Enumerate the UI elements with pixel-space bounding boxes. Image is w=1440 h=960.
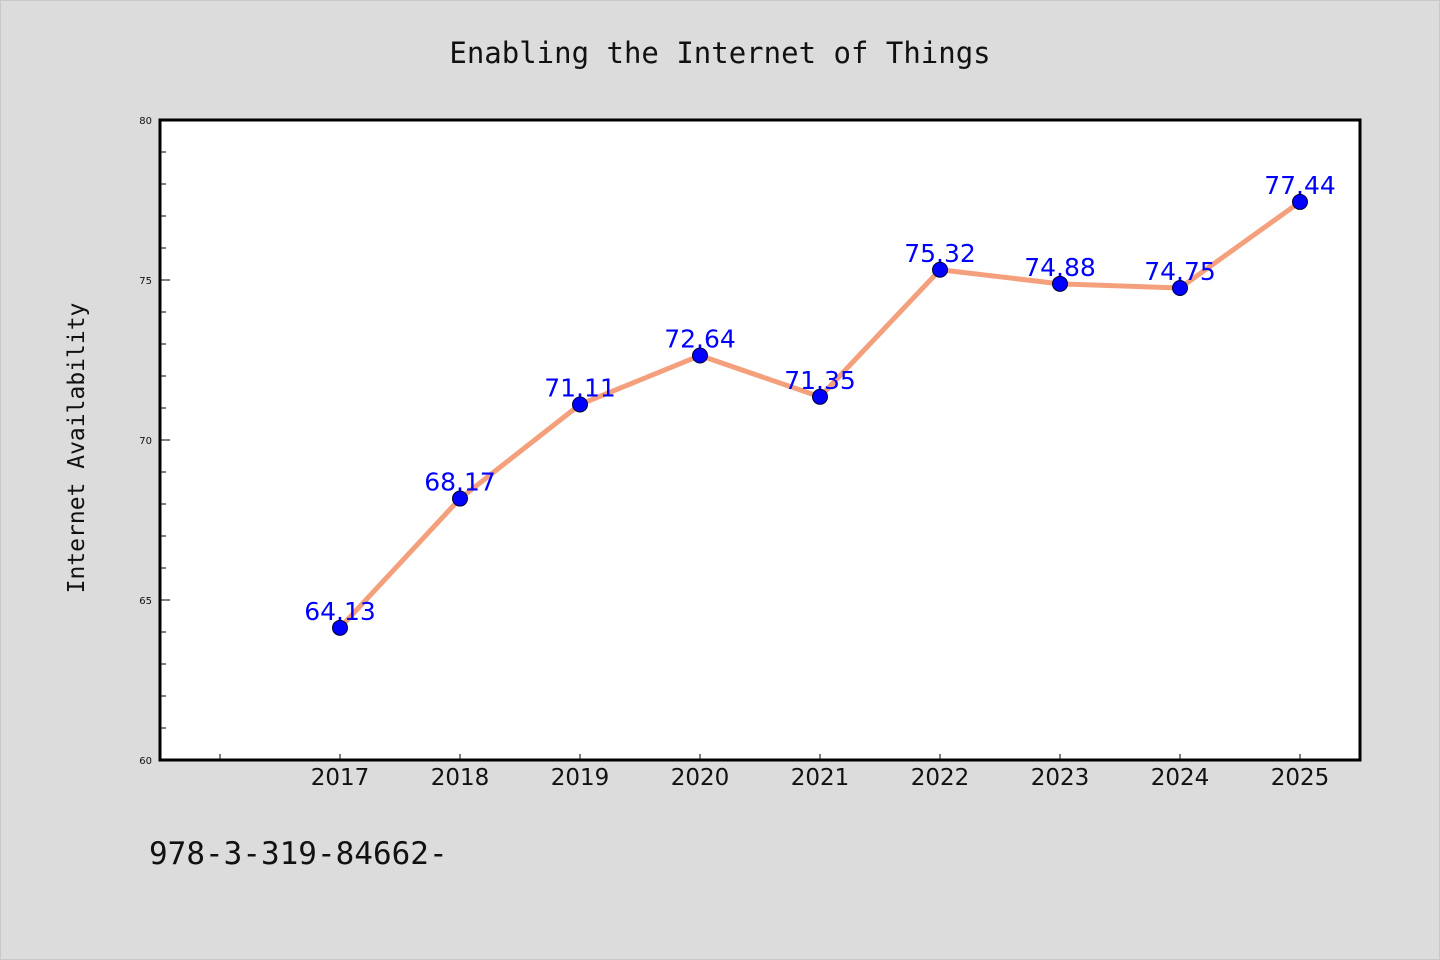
data-label: 77.44: [1264, 171, 1336, 200]
y-tick-label: 60: [139, 756, 152, 767]
data-point: [1172, 280, 1188, 296]
x-tick-label: 2023: [1031, 765, 1090, 791]
footnote: 978-3-319-84662-: [149, 836, 448, 872]
series-layer: 64.13 68.17 71.11 72.64 71.35 75.32 74.88 74.75…: [304, 171, 1336, 636]
data-point: [692, 347, 708, 364]
plot-area: [160, 120, 1360, 760]
data-label: 74.88: [1024, 253, 1096, 282]
data-label: 71.11: [544, 373, 616, 402]
y-tick-label: 75: [139, 276, 152, 287]
data-label: 75.32: [904, 239, 976, 268]
data-point: [572, 396, 588, 413]
x-tick-label: 2024: [1151, 765, 1210, 791]
data-label: 64.13: [304, 597, 376, 626]
y-tick-label: 70: [139, 436, 152, 447]
x-axis: 2017 2018 2019 2020 2021 2022 2023 2024 2025: [219, 754, 1330, 791]
data-point: [452, 490, 468, 507]
x-tick-label: 2018: [431, 765, 490, 791]
x-tick-label: 2020: [671, 765, 730, 791]
x-tick-label: 2021: [791, 765, 850, 791]
plot-border: [158, 118, 1362, 762]
x-tick-label: 2019: [551, 765, 610, 791]
data-label: 71.35: [784, 366, 856, 395]
chart-title: Enabling the Internet of Things: [449, 36, 990, 70]
y-tick-label: 80: [139, 116, 152, 127]
data-label: 74.75: [1144, 257, 1216, 286]
x-tick-label: 2025: [1271, 765, 1330, 791]
data-point: [332, 619, 348, 636]
data-label: 72.64: [664, 325, 736, 354]
x-tick-label: 2022: [911, 765, 970, 791]
x-tick-label: 2017: [311, 765, 370, 791]
data-point: [1292, 193, 1308, 210]
data-point: [812, 388, 828, 405]
y-axis-label: Internet Availability: [64, 303, 90, 594]
y-tick-label: 65: [139, 596, 152, 607]
data-point: [932, 261, 948, 278]
data-point: [1052, 275, 1068, 292]
data-label: 68.17: [424, 468, 496, 497]
